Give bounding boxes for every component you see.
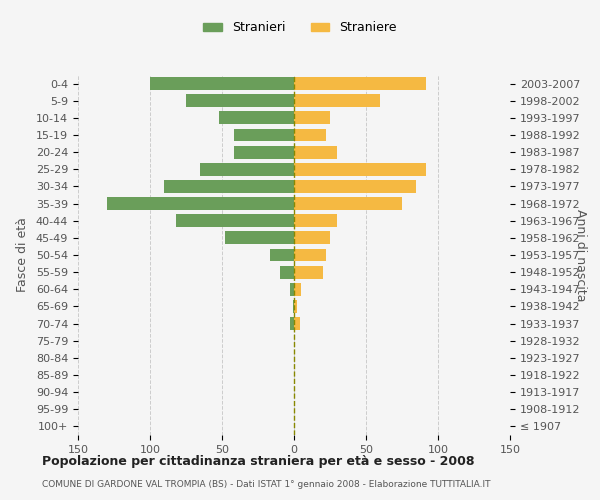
Bar xyxy=(107,197,294,210)
Bar xyxy=(225,232,294,244)
Bar xyxy=(176,214,294,227)
Bar xyxy=(294,317,300,330)
Bar xyxy=(294,300,297,313)
Bar xyxy=(294,214,337,227)
Bar xyxy=(294,248,326,262)
Bar xyxy=(219,112,294,124)
Bar xyxy=(294,283,301,296)
Bar xyxy=(294,163,427,175)
Bar xyxy=(280,266,294,278)
Y-axis label: Fasce di età: Fasce di età xyxy=(16,218,29,292)
Bar xyxy=(294,180,416,193)
Bar xyxy=(233,128,294,141)
Bar xyxy=(290,283,294,296)
Bar xyxy=(294,94,380,107)
Bar xyxy=(150,77,294,90)
Bar xyxy=(164,180,294,193)
Text: Popolazione per cittadinanza straniera per età e sesso - 2008: Popolazione per cittadinanza straniera p… xyxy=(42,455,475,468)
Bar xyxy=(294,77,427,90)
Bar xyxy=(233,146,294,158)
Bar xyxy=(294,232,330,244)
Legend: Stranieri, Straniere: Stranieri, Straniere xyxy=(198,16,402,40)
Bar xyxy=(294,266,323,278)
Bar xyxy=(186,94,294,107)
Y-axis label: Anni di nascita: Anni di nascita xyxy=(574,209,587,301)
Bar xyxy=(294,197,402,210)
Bar xyxy=(293,300,294,313)
Text: COMUNE DI GARDONE VAL TROMPIA (BS) - Dati ISTAT 1° gennaio 2008 - Elaborazione T: COMUNE DI GARDONE VAL TROMPIA (BS) - Dat… xyxy=(42,480,491,489)
Bar xyxy=(294,128,326,141)
Bar xyxy=(294,112,330,124)
Bar xyxy=(290,317,294,330)
Bar xyxy=(269,248,294,262)
Bar xyxy=(200,163,294,175)
Bar xyxy=(294,146,337,158)
